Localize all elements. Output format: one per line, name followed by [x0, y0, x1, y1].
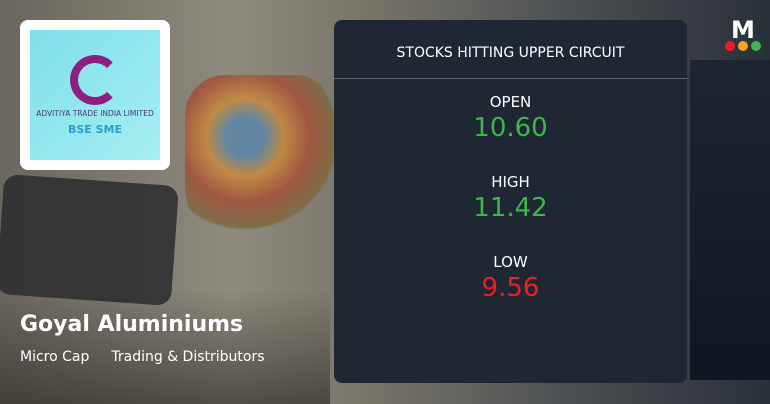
- low-label: LOW: [493, 253, 528, 271]
- background-shade: [0, 290, 330, 404]
- high-label: HIGH: [491, 173, 530, 191]
- logo-mark-icon: [70, 54, 120, 105]
- green-dot-icon: [751, 41, 761, 51]
- tag-market-cap: Micro Cap: [20, 349, 90, 365]
- price-panel: STOCKS HITTING UPPER CIRCUIT OPEN 10.60 …: [334, 20, 687, 383]
- company-tags: Micro Cap Trading & Distributors: [20, 349, 265, 365]
- company-logo: ADVITIYA TRADE INDIA LIMITED BSE SME: [20, 20, 170, 170]
- brand-logo: M: [724, 16, 762, 51]
- panel-title: STOCKS HITTING UPPER CIRCUIT: [334, 20, 687, 79]
- open-label: OPEN: [489, 93, 532, 111]
- company-name: Goyal Aluminiums: [20, 312, 244, 337]
- red-dot-icon: [725, 41, 735, 51]
- low-value: 9.56: [481, 273, 540, 303]
- background-monitor: [690, 60, 770, 380]
- logo-company-text: ADVITIYA TRADE INDIA LIMITED: [36, 108, 154, 118]
- logo-exchange-text: BSE SME: [67, 122, 123, 136]
- background-jar: [185, 75, 335, 230]
- open-value: 10.60: [473, 113, 548, 143]
- high-value: 11.42: [473, 193, 548, 223]
- brand-letter: M: [731, 16, 755, 44]
- tag-sector: Trading & Distributors: [111, 349, 265, 365]
- orange-dot-icon: [738, 41, 748, 51]
- background-phone: [0, 174, 179, 306]
